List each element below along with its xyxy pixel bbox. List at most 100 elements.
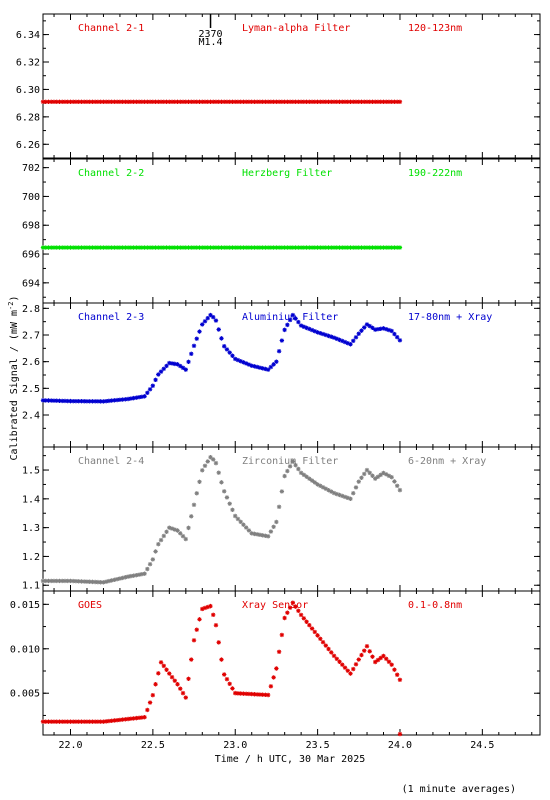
panel-2: 694 696 698 700 702 Channel 2-2 Herzberg Filte… — [22, 158, 541, 304]
data-point — [370, 245, 375, 250]
data-point — [208, 454, 213, 460]
data-point — [208, 99, 213, 104]
y-tick-label: 698 — [22, 221, 40, 232]
data-point — [342, 245, 348, 250]
data-point — [381, 470, 386, 476]
data-point — [169, 526, 175, 531]
y-axis-title-end: ) — [9, 296, 20, 302]
x-tick-label: 23.0 — [223, 740, 247, 751]
data-point — [265, 534, 271, 539]
y-tick-label: 702 — [22, 163, 40, 174]
data-point — [323, 643, 328, 648]
band-label: 190-222nm — [408, 168, 462, 179]
data-point — [318, 245, 323, 250]
data-point — [394, 672, 400, 677]
data-point — [197, 329, 202, 334]
data-point — [65, 99, 70, 104]
data-point — [263, 533, 268, 538]
data-point — [340, 338, 345, 344]
data-point — [227, 99, 232, 104]
y-tick-label: 2.8 — [22, 304, 40, 315]
panels-group: 6.26 6.28 6.30 6.32 6.34 Channel 2-1 Lyman-alp… — [10, 13, 541, 737]
data-point — [307, 99, 312, 104]
data-point — [205, 99, 210, 104]
data-point — [222, 245, 227, 250]
data-point — [57, 245, 62, 250]
data-point — [298, 245, 304, 250]
panel-1: 6.26 6.28 6.30 6.32 6.34 Channel 2-1 Lyman-alp… — [16, 13, 541, 159]
data-point — [139, 99, 145, 104]
data-point — [337, 99, 342, 104]
data-point — [71, 719, 76, 724]
filter-label: Xray Sensor — [242, 600, 308, 611]
data-point — [260, 533, 265, 538]
y-tick-label: 2.4 — [22, 411, 40, 422]
data-point — [304, 245, 309, 250]
band-label: 6-20nm + Xray — [408, 456, 486, 467]
data-point — [180, 690, 186, 696]
data-point — [205, 315, 210, 321]
data-point — [389, 662, 394, 667]
data-point — [153, 682, 158, 687]
data-point — [197, 479, 202, 484]
data-point — [43, 99, 48, 104]
data-point — [175, 362, 180, 367]
data-point — [238, 99, 243, 104]
data-point — [169, 245, 175, 250]
data-point — [114, 245, 120, 250]
data-point — [326, 333, 331, 339]
data-point — [114, 717, 120, 723]
channel-label: Channel 2-1 — [78, 23, 144, 34]
filter-label: Zirconium Filter — [242, 456, 338, 467]
data-point — [180, 245, 186, 250]
data-point — [235, 99, 241, 104]
data-point — [145, 245, 150, 250]
data-point — [386, 99, 392, 104]
data-point — [65, 719, 70, 724]
data-point — [260, 366, 265, 371]
data-point — [342, 99, 348, 104]
data-point — [373, 99, 378, 104]
data-point — [109, 398, 114, 403]
data-point — [81, 719, 87, 724]
data-point — [351, 99, 356, 104]
data-point — [323, 99, 328, 104]
data-point — [213, 99, 219, 104]
data-point — [98, 580, 103, 585]
data-point — [274, 359, 279, 364]
band-label: 17-80nm + Xray — [408, 312, 492, 323]
data-point — [216, 245, 221, 250]
data-point — [216, 327, 221, 332]
data-point — [232, 690, 238, 696]
data-point — [287, 464, 293, 469]
data-point — [114, 576, 120, 582]
data-point — [71, 245, 76, 250]
data-point — [222, 672, 227, 677]
data-point — [362, 471, 367, 477]
data-point — [290, 459, 296, 464]
data-point — [373, 327, 378, 332]
data-point — [263, 692, 268, 698]
data-point — [381, 653, 386, 659]
band-label: 120-123nm — [408, 23, 462, 34]
data-point — [397, 338, 403, 343]
data-point — [227, 501, 232, 506]
y-axis-title-main: Calibrated Signal / (mW m — [9, 310, 20, 461]
data-point — [49, 578, 54, 584]
data-point — [219, 657, 224, 662]
data-point — [147, 245, 153, 250]
data-point — [158, 537, 164, 543]
data-point — [40, 398, 46, 403]
data-point — [194, 627, 199, 632]
data-point — [161, 533, 167, 539]
data-point — [389, 99, 394, 104]
data-point — [200, 468, 205, 473]
data-point — [246, 528, 252, 533]
data-point — [123, 245, 128, 250]
data-point — [43, 578, 48, 584]
data-point — [43, 245, 48, 250]
data-point — [334, 336, 339, 341]
data-point — [81, 399, 87, 404]
data-point — [211, 314, 216, 320]
data-point — [348, 496, 353, 502]
